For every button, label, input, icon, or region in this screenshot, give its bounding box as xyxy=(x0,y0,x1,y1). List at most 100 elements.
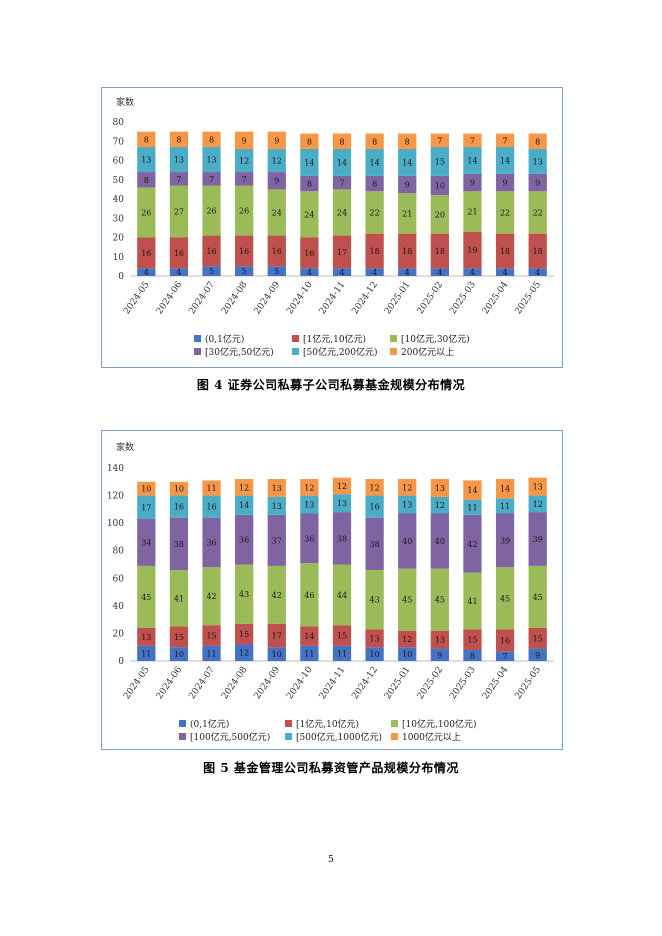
chart-1-bar-2-12 xyxy=(528,191,547,234)
chart-1-label-4-6: 14 xyxy=(337,158,347,167)
chart-2-xtick-3: 2024-08 xyxy=(220,665,250,702)
chart-1-plot: 家数 0 10 20 30 40 50 60 70 80 4 16 26 8 13 8 2024-05 4 16 27… xyxy=(113,96,554,317)
chart-2-bar-3-12 xyxy=(528,512,547,566)
chart-1-bar-2-8 xyxy=(398,193,417,234)
chart-2-legend-item-5: 1000亿元以上 xyxy=(391,730,461,743)
chart-2-label-0-1: 10 xyxy=(174,650,184,659)
chart-1-bar-4-1 xyxy=(169,147,189,173)
chart-1-label-0-10: 4 xyxy=(470,268,475,277)
chart-2-bar-5-6 xyxy=(332,477,352,495)
chart-1-label-3-11: 9 xyxy=(503,179,508,188)
chart-1-bar-1-2 xyxy=(202,235,221,267)
chart-2-ytick-4: 80 xyxy=(113,547,125,557)
chart-2-legend-item-1: [1亿元,10亿元) xyxy=(285,717,359,730)
chart-2-label-2-2: 42 xyxy=(206,592,216,601)
chart-2-bar-2-11 xyxy=(495,567,515,630)
chart-1-label-0-0: 4 xyxy=(144,268,149,277)
chart-2-legend-swatch-0 xyxy=(179,720,186,727)
chart-2-label-0-6: 11 xyxy=(337,649,347,658)
chart-1-label-0-2: 5 xyxy=(209,267,214,276)
chart-1-label-4-10: 14 xyxy=(467,157,477,166)
chart-1-bar-0-8 xyxy=(398,268,417,276)
chart-1-label-0-5: 4 xyxy=(307,268,312,277)
chart-2-bar-0-4 xyxy=(267,647,286,661)
chart-1-label-0-6: 4 xyxy=(339,268,344,277)
chart-1-legend-item-3: [30亿元,50亿元) xyxy=(194,345,274,358)
chart-1-label-2-8: 21 xyxy=(402,209,412,218)
chart-1-xtick-2: 2024-07 xyxy=(187,280,217,317)
chart-1-label-3-7: 8 xyxy=(372,180,377,189)
chart-1-bar-4-11 xyxy=(495,147,515,174)
chart-1-bar-2-0 xyxy=(137,187,156,238)
chart-2-label-4-9: 12 xyxy=(435,501,445,510)
chart-2-label-4-12: 12 xyxy=(533,500,543,509)
chart-2-label-4-7: 16 xyxy=(370,503,380,512)
chart-1-label-3-10: 9 xyxy=(470,179,475,188)
chart-2-label-4-2: 16 xyxy=(206,503,216,512)
chart-1-label-5-6: 8 xyxy=(339,137,344,146)
chart-1-bar-5-11 xyxy=(495,133,515,148)
chart-1-bar-1-3 xyxy=(235,235,254,267)
chart-2-bar-5-7 xyxy=(365,479,384,496)
chart-1-bar-0-4 xyxy=(267,266,286,276)
chart-1-label-5-5: 8 xyxy=(307,137,312,146)
chart-2-label-1-5: 14 xyxy=(304,632,314,641)
chart-2-bar-3-10 xyxy=(463,514,482,573)
chart-1-xtick-9: 2025-02 xyxy=(416,280,446,316)
chart-1-bar-1-0 xyxy=(137,237,156,269)
chart-2-label-3-8: 40 xyxy=(402,537,412,546)
chart-2-bar-3-0 xyxy=(137,519,156,566)
chart-1-label-3-3: 7 xyxy=(242,175,247,184)
chart-securities-private-fund-distribution: 家数 0 10 20 30 40 50 60 70 80 4 16 26 8 13 8 2024-05 4 16 27… xyxy=(101,87,563,368)
chart-2-bar-3-1 xyxy=(169,517,189,571)
chart-2-label-1-12: 15 xyxy=(533,634,543,643)
chart-2-xtick-7: 2024-12 xyxy=(350,665,380,701)
chart-2-label-3-5: 36 xyxy=(304,534,314,543)
chart-1-label-2-6: 24 xyxy=(337,208,347,217)
chart-2-label-5-2: 11 xyxy=(206,484,216,493)
chart-2-bar-2-6 xyxy=(332,564,352,626)
chart-1-label-0-7: 4 xyxy=(372,268,377,277)
chart-1-bar-4-10 xyxy=(463,147,482,174)
chart-2-bar-5-3 xyxy=(235,479,254,496)
chart-1-bar-4-12 xyxy=(528,148,547,174)
chart-1-label-0-3: 5 xyxy=(242,267,247,276)
chart-2-bar-2-9 xyxy=(430,568,449,631)
chart-1-label-0-9: 4 xyxy=(437,268,442,277)
chart-2-bar-5-8 xyxy=(398,479,417,496)
chart-2-bar-3-9 xyxy=(430,513,449,569)
chart-2-label-4-0: 17 xyxy=(141,503,151,512)
chart-2-bar-1-8 xyxy=(398,630,417,648)
chart-1-bar-3-8 xyxy=(398,175,417,194)
chart-2-xtick-11: 2025-04 xyxy=(481,665,511,702)
chart-2-bar-1-5 xyxy=(300,626,319,646)
chart-1-label-1-2: 16 xyxy=(206,247,216,256)
chart-1-legend-label-2: [10亿元,30亿元) xyxy=(401,335,470,345)
chart-2-bar-5-5 xyxy=(300,479,319,496)
chart-1-label-5-7: 8 xyxy=(372,137,377,146)
chart-1-label-2-2: 26 xyxy=(206,207,216,216)
chart-2-bar-4-11 xyxy=(495,498,515,514)
chart-2-label-5-8: 12 xyxy=(402,483,412,492)
chart-1-ytick-6: 60 xyxy=(113,157,125,167)
chart-2-label-5-7: 12 xyxy=(370,483,380,492)
chart-2-bar-5-12 xyxy=(528,477,547,496)
chart-2-label-3-7: 38 xyxy=(370,540,380,549)
chart-1-bar-0-7 xyxy=(365,268,384,276)
chart-2-label-2-6: 44 xyxy=(337,591,347,600)
chart-1-label-1-11: 18 xyxy=(500,247,510,256)
chart-1-legend-item-0: (0,1亿元) xyxy=(194,332,244,345)
chart-2-legend-swatch-3 xyxy=(179,733,186,740)
chart-1-label-4-7: 14 xyxy=(370,158,380,167)
chart-2-bar-4-2 xyxy=(202,495,221,518)
chart-1-label-1-12: 18 xyxy=(533,247,543,256)
chart-1-bar-1-8 xyxy=(398,233,417,269)
chart-2-label-3-2: 36 xyxy=(206,538,216,547)
chart-1-legend-item-5: 200亿元以上 xyxy=(390,345,454,358)
chart-2-label-3-9: 40 xyxy=(435,537,445,546)
chart-1-bar-2-5 xyxy=(300,191,319,238)
chart-1-xtick-11: 2025-04 xyxy=(481,280,511,317)
chart-1-label-5-4: 9 xyxy=(274,136,279,145)
chart-1-label-4-5: 14 xyxy=(304,158,314,167)
chart-2-bar-1-3 xyxy=(235,623,254,645)
